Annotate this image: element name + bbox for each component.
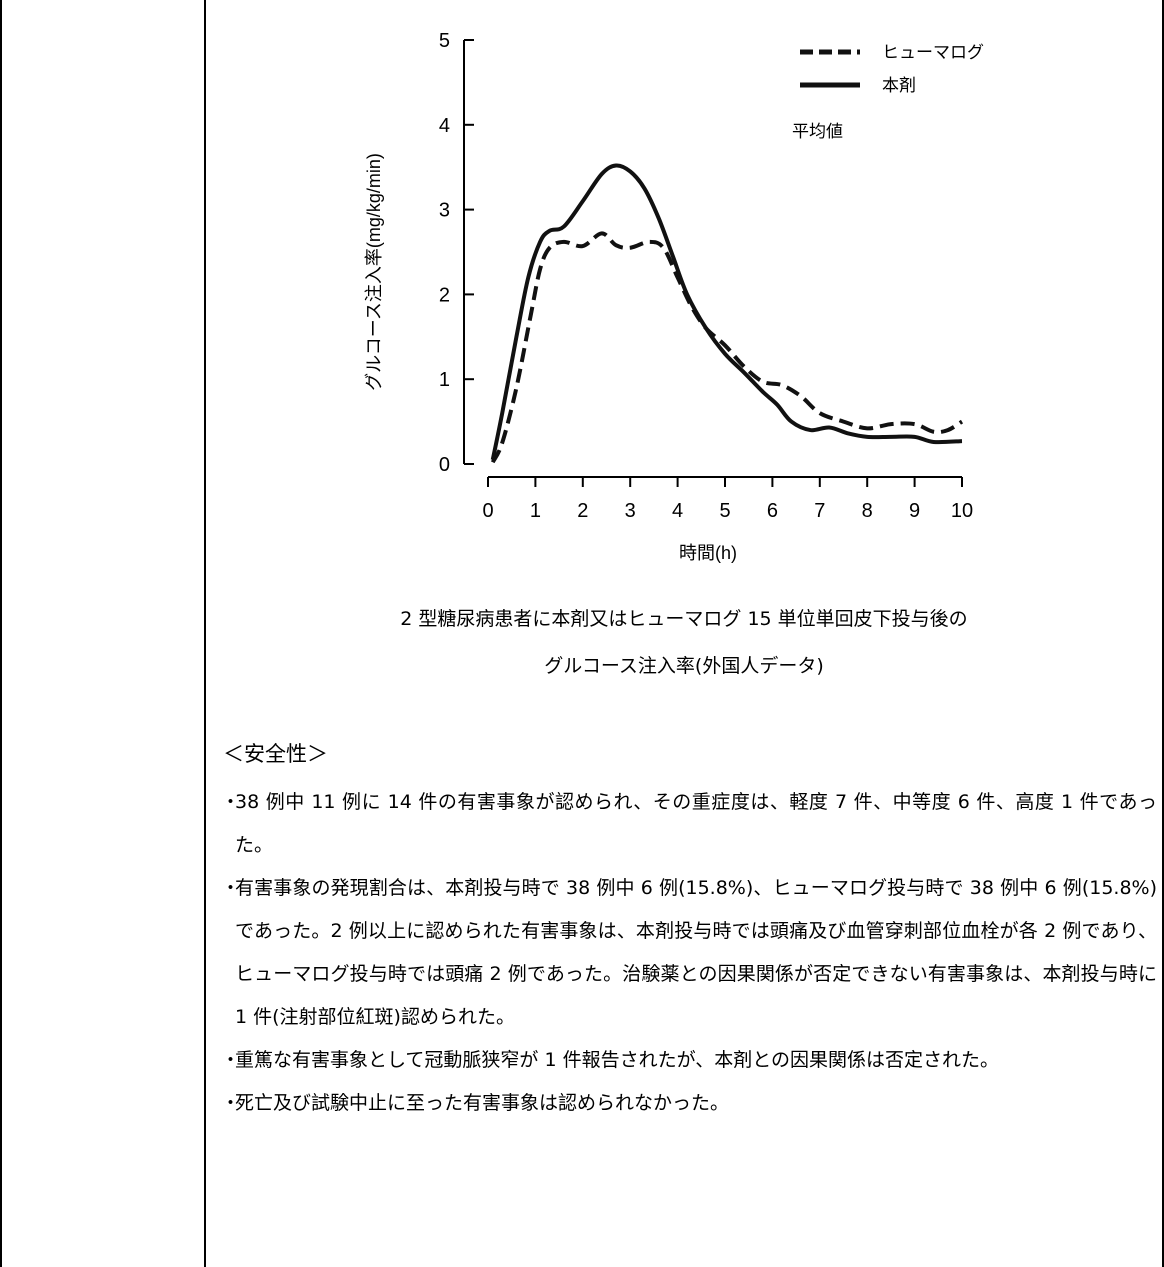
series-layer — [490, 163, 964, 464]
bullet-text: 死亡及び試験中止に至った有害事象は認められなかった。 — [235, 1092, 730, 1114]
legend-entry: 本剤 — [882, 76, 916, 95]
x-tick-label: 1 — [530, 500, 541, 522]
x-axis: 0 1 2 3 4 5 6 7 8 9 10 — [482, 476, 973, 522]
x-tick-label: 2 — [577, 500, 588, 522]
x-tick-label: 10 — [951, 500, 973, 522]
bullet-mark: ・ — [221, 791, 241, 813]
x-tick-label: 9 — [909, 500, 920, 522]
y-tick-label: 0 — [439, 454, 450, 476]
bullet-mark: ・ — [221, 1092, 241, 1114]
y-tick-label: 5 — [439, 30, 450, 52]
figure-caption-line-2: グルコース注入率(外国人データ) — [544, 655, 824, 677]
bullet-text: 38 例中 11 例に 14 件の有害事象が認められ、その重症度は、軽度 7 件… — [235, 791, 1157, 856]
y-tick-label: 2 — [439, 284, 450, 306]
y-axis-label: グルコース注入率(mg/kg/min) — [364, 153, 384, 391]
safety-bullet-item: ・死亡及び試験中止に至った有害事象は認められなかった。 — [221, 1082, 1157, 1125]
bullet-text: 有害事象の発現割合は、本剤投与時で 38 例中 6 例(15.8%)、ヒューマロ… — [235, 877, 1157, 1028]
x-tick-label: 0 — [482, 500, 493, 522]
safety-bullet-item: ・ 38 例中 11 例に 14 件の有害事象が認められ、その重症度は、軽度 7 … — [221, 781, 1157, 867]
bullet-mark: ・ — [221, 877, 241, 899]
legend-note: 平均値 — [792, 122, 843, 141]
x-tick-label: 5 — [719, 500, 730, 522]
legend-entry: ヒューマログ — [882, 43, 984, 62]
y-axis: 0 1 2 3 4 5 — [439, 30, 474, 476]
x-axis-label: 時間(h) — [679, 543, 737, 563]
y-tick-label: 3 — [439, 200, 450, 222]
x-tick-label: 7 — [814, 500, 825, 522]
y-tick-label: 4 — [439, 115, 450, 137]
column-divider — [204, 0, 206, 1267]
safety-bullet-item: ・重篤な有害事象として冠動脈狭窄が 1 件報告されたが、本剤との因果関係は否定さ… — [221, 1039, 1157, 1082]
x-tick-label: 4 — [672, 500, 683, 522]
y-tick-label: 1 — [439, 369, 450, 391]
safety-bullet-list: ・ 38 例中 11 例に 14 件の有害事象が認められ、その重症度は、軽度 7 … — [221, 781, 1157, 1125]
series-line-humalog — [490, 231, 964, 464]
safety-bullet-item: ・有害事象の発現割合は、本剤投与時で 38 例中 6 例(15.8%)、ヒューマ… — [221, 867, 1157, 1039]
bullet-mark: ・ — [221, 1049, 241, 1071]
x-tick-label: 3 — [625, 500, 636, 522]
figure-caption-line-1: 2 型糖尿病患者に本剤又はヒューマログ 15 単位単回皮下投与後の — [400, 608, 968, 630]
bullet-text: 重篤な有害事象として冠動脈狭窄が 1 件報告されたが、本剤との因果関係は否定され… — [235, 1049, 1000, 1071]
series-line-test-drug — [490, 163, 963, 461]
safety-heading: ＜安全性＞ — [223, 742, 328, 766]
x-tick-label: 6 — [767, 500, 778, 522]
x-tick-label: 8 — [862, 500, 873, 522]
